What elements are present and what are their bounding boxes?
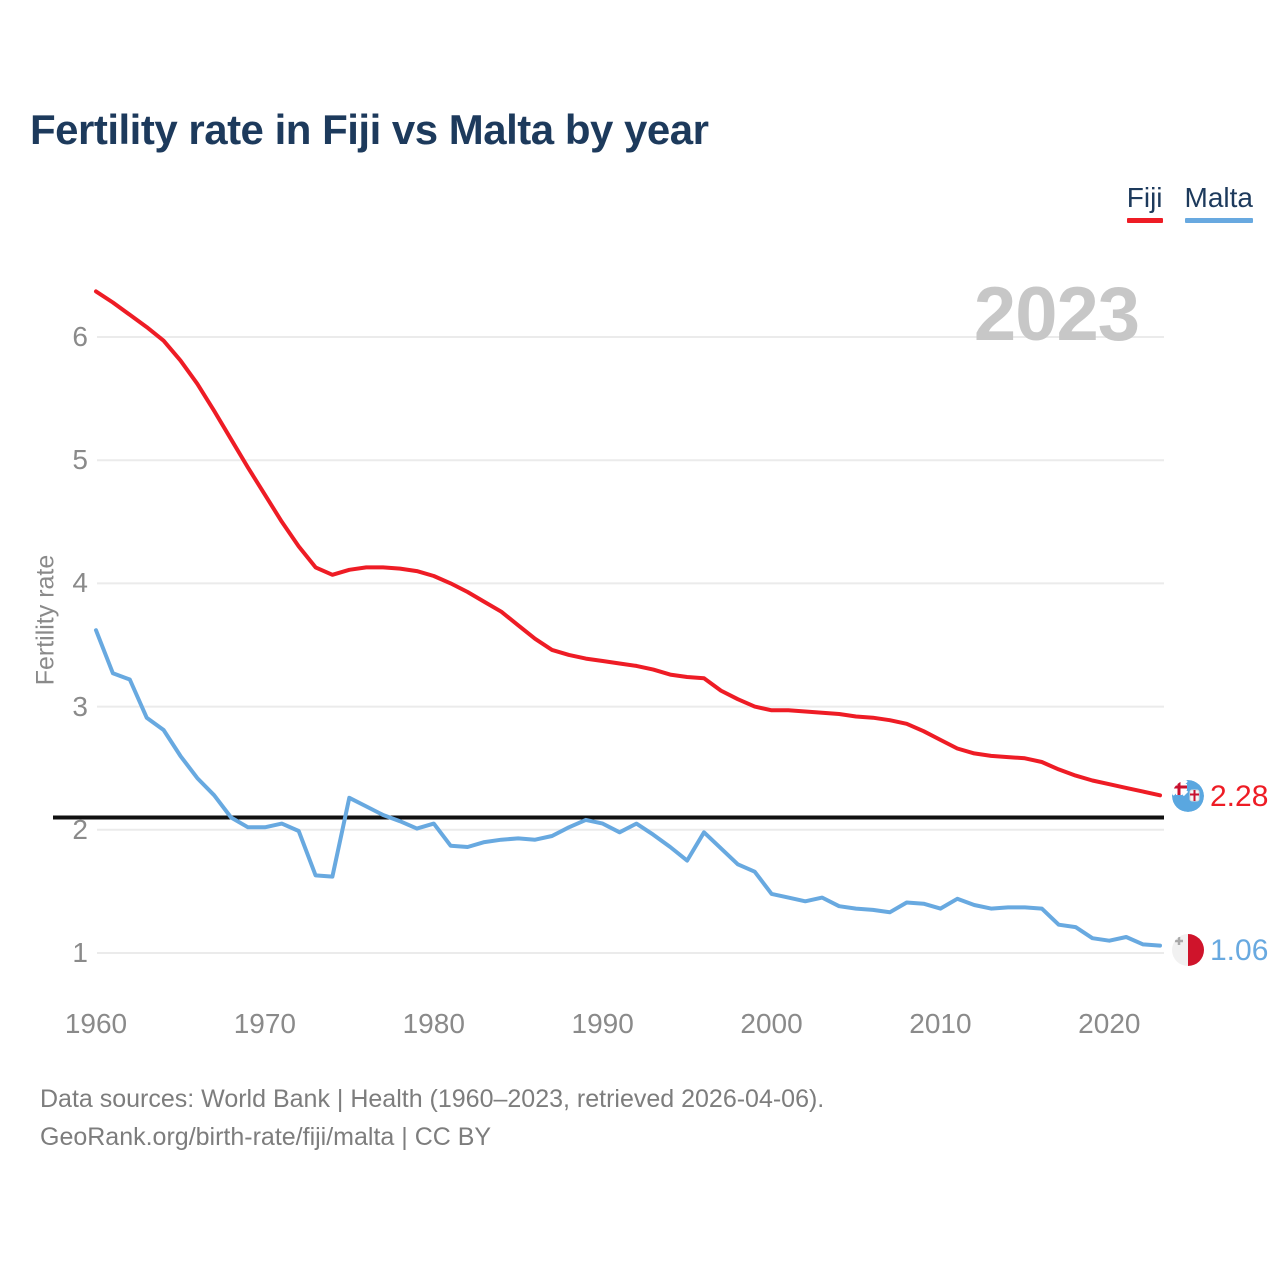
legend-label-fiji: Fiji — [1126, 182, 1163, 213]
y-tick-label-1: 1 — [72, 937, 88, 968]
legend-label-malta: Malta — [1184, 182, 1253, 213]
malta-end-value: 1.06 — [1210, 934, 1269, 967]
gridlines — [97, 336, 1164, 954]
malta-flag-icon — [1172, 934, 1204, 966]
y-tick-label-6: 6 — [72, 321, 88, 352]
series-lines — [94, 289, 1162, 948]
x-tick-label-2020: 2020 — [1078, 1008, 1141, 1039]
x-tick-label-1960: 1960 — [64, 1008, 128, 1039]
y-tick-label-4: 4 — [72, 567, 88, 599]
x-tick-label-2000: 2000 — [740, 1008, 803, 1039]
x-tick-label-1980: 1980 — [402, 1008, 465, 1039]
y-tick-label-3: 3 — [72, 690, 88, 722]
legend-underline-fiji — [1126, 217, 1163, 223]
fiji-end-value: 2.28 — [1210, 780, 1269, 813]
y-tick-label-5: 5 — [72, 444, 88, 476]
footer: Data sources: World Bank | Health (1960–… — [40, 1080, 824, 1156]
fiji-flag-icon — [1172, 780, 1204, 812]
legend-item-malta[interactable]: Malta — [1184, 182, 1253, 223]
malta-line — [94, 628, 1162, 948]
legend-underline-malta — [1184, 217, 1253, 223]
footer-sources-line: Data sources: World Bank | Health (1960–… — [40, 1085, 825, 1113]
page-title: Fertility rate in Fiji vs Malta by year — [30, 106, 709, 153]
y-tick-label-2: 2 — [72, 813, 88, 845]
x-tick-label-1990: 1990 — [571, 1008, 634, 1039]
footer-attribution-line: GeoRank.org/birth-rate/fiji/malta | CC B… — [40, 1123, 492, 1151]
x-tick-label-1970: 1970 — [233, 1008, 297, 1039]
x-tick-label-2010: 2010 — [909, 1008, 972, 1039]
fiji-line — [94, 289, 1162, 798]
legend: Fiji Malta — [1126, 182, 1253, 223]
watermark-year: 2023 — [973, 272, 1140, 357]
legend-item-fiji[interactable]: Fiji — [1126, 182, 1163, 223]
